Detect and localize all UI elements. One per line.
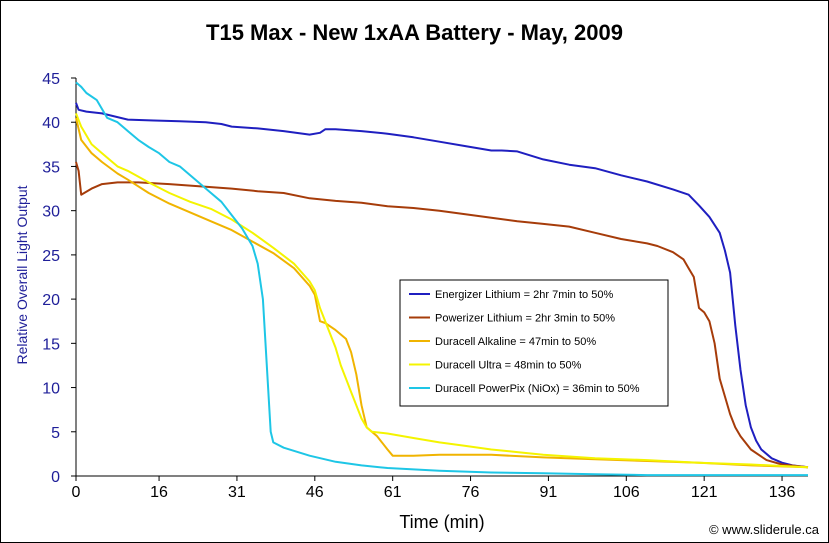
- legend-label: Duracell PowerPix (NiOx) = 36min to 50%: [435, 383, 640, 395]
- y-tick-label: 15: [42, 336, 60, 353]
- y-tick-label: 45: [42, 71, 60, 88]
- y-tick-label: 30: [42, 204, 60, 221]
- x-tick-label: 61: [384, 484, 402, 501]
- y-tick-label: 25: [42, 248, 60, 265]
- x-tick-label: 121: [691, 484, 718, 501]
- credit-text: © www.sliderule.ca: [708, 522, 819, 537]
- x-tick-label: 106: [613, 484, 640, 501]
- x-tick-label: 46: [306, 484, 324, 501]
- legend-box: [399, 279, 669, 407]
- y-tick-label: 40: [42, 115, 60, 132]
- y-tick-label: 0: [51, 469, 60, 486]
- y-tick-label: 35: [42, 159, 60, 176]
- x-tick-label: 76: [462, 484, 480, 501]
- series-line-4: [75, 113, 809, 469]
- y-axis-label: Relative Overall Light Output: [14, 185, 30, 364]
- series-line-2: [75, 161, 809, 469]
- axes: 0 5 10 15 20 25 30 35 40 45 0 16 31 46 61 76 91 106 121 136: [42, 71, 808, 501]
- y-tick-label: 10: [42, 381, 60, 398]
- series-line-5: [75, 81, 808, 477]
- legend-label: Duracell Ultra = 48min to 50%: [435, 360, 582, 372]
- y-tick-label: 20: [42, 292, 60, 309]
- legend-label: Powerizer Lithium = 2hr 3min to 50%: [435, 313, 615, 325]
- x-tick-label: 91: [540, 484, 558, 501]
- x-tick-label: 136: [769, 484, 796, 501]
- y-tick-label: 5: [51, 425, 60, 442]
- series-line-3: [75, 117, 809, 469]
- x-axis-label: Time (min): [399, 512, 484, 532]
- x-tick-label: 0: [72, 484, 81, 501]
- series-line-1: [75, 102, 809, 469]
- x-tick-label: 31: [228, 484, 246, 501]
- legend-label: Duracell Alkaline = 47min to 50%: [435, 336, 596, 348]
- series-layer: [75, 81, 809, 477]
- x-tick-label: 16: [150, 484, 168, 501]
- legend-label: Energizer Lithium = 2hr 7min to 50%: [435, 289, 613, 301]
- legend: Energizer Lithium = 2hr 7min to 50% Power…: [399, 279, 669, 407]
- chart-title: T15 Max - New 1xAA Battery - May, 2009: [206, 20, 623, 45]
